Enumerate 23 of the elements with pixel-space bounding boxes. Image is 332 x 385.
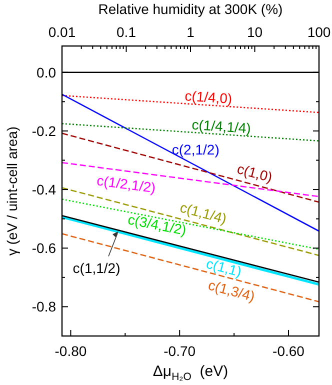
x2-tick-label: 1 — [186, 24, 195, 40]
x2-tick-label: 10 — [246, 24, 263, 40]
x2-tick-label: 0.01 — [48, 24, 76, 40]
series-label: c(1/4,0) — [184, 88, 233, 107]
x-tick-label: -0.80 — [54, 343, 87, 359]
text: c(1,0) — [235, 160, 274, 186]
x2-tick-label: 100 — [307, 24, 331, 40]
text: c(1/2,1/2) — [96, 172, 157, 196]
x2-tick-label: 0.1 — [116, 24, 136, 40]
y-tick-label: -0.8 — [32, 298, 56, 315]
x-axis-title: Δμ$_{H₂O}$ (eV) — [152, 363, 228, 383]
x2-axis-title: Relative humidity at 300K (%) — [98, 1, 283, 17]
y-tick-label: -0.6 — [32, 240, 56, 256]
y-axis-title: γ (eV / uint-cell area) — [4, 126, 20, 256]
y-tick-label: -0.4 — [32, 181, 56, 198]
x-tick-label: -0.60 — [272, 343, 305, 359]
y-tick-label: -0.2 — [32, 122, 56, 139]
series-label: c(1/4,1/4) — [191, 116, 252, 136]
series-label: c(2,1/2) — [172, 141, 220, 158]
x-tick-label: -0.70 — [164, 343, 196, 359]
text: c(1,1/2) — [72, 260, 120, 276]
y-tick-label: 0.0 — [36, 64, 56, 80]
text: c(1,1) — [204, 255, 244, 280]
